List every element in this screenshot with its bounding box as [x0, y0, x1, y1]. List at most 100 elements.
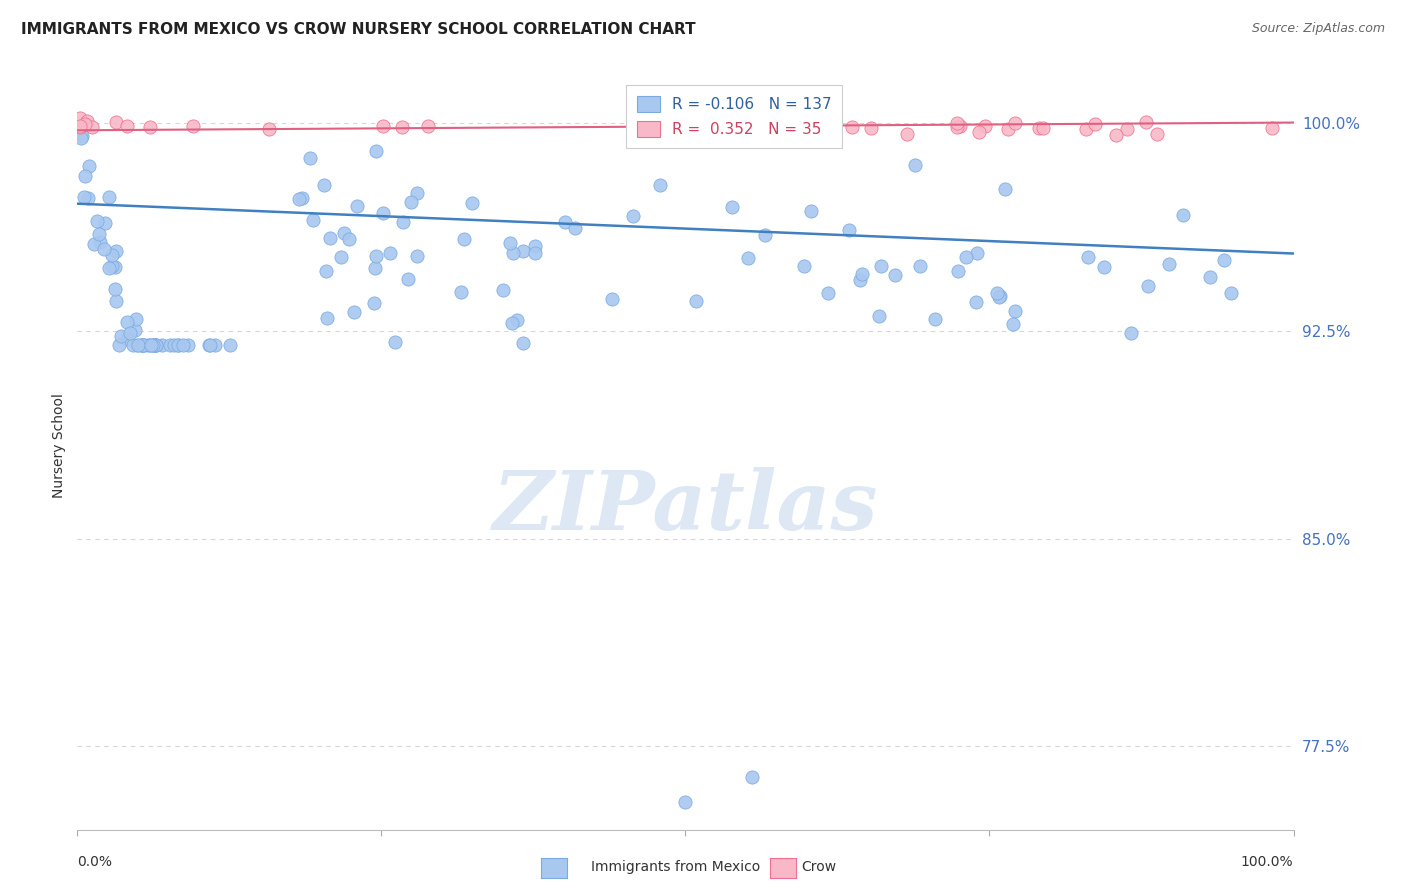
Point [1104, 128, 1126, 142]
Point [600, 293, 623, 307]
Point [101, 248, 124, 262]
Point [1199, 269, 1222, 284]
Point [564, 221, 586, 235]
Point [1074, 121, 1097, 136]
Point [330, 250, 353, 264]
Point [868, 309, 890, 323]
Point [392, 215, 415, 229]
Point [849, 272, 872, 286]
Point [754, 227, 776, 242]
Point [997, 122, 1019, 136]
Point [499, 236, 522, 251]
Point [987, 290, 1010, 304]
Point [946, 120, 969, 135]
Point [132, 338, 155, 352]
Y-axis label: Nursery School: Nursery School [52, 393, 66, 499]
Point [986, 286, 1008, 301]
Point [523, 246, 546, 260]
Point [77, 159, 100, 173]
Point [89, 235, 111, 250]
Point [391, 120, 413, 134]
Point [512, 335, 534, 350]
Point [793, 259, 815, 273]
Point [69, 111, 91, 125]
Point [198, 338, 221, 352]
Point [291, 191, 314, 205]
Point [76, 113, 98, 128]
Point [623, 209, 645, 223]
Text: 100.0%: 100.0% [1241, 855, 1294, 869]
Point [453, 232, 475, 246]
Point [333, 226, 356, 240]
Point [108, 338, 131, 352]
Point [1212, 252, 1234, 267]
Point [817, 286, 839, 301]
Legend: R = -0.106   N = 137, R =  0.352   N = 35: R = -0.106 N = 137, R = 0.352 N = 35 [626, 86, 842, 148]
Point [492, 284, 515, 298]
Point [1028, 120, 1050, 135]
Point [965, 295, 987, 310]
Point [120, 326, 142, 340]
Point [450, 285, 472, 300]
Point [104, 294, 127, 309]
Point [342, 305, 364, 319]
Point [501, 317, 523, 331]
Text: Source: ZipAtlas.com: Source: ZipAtlas.com [1251, 22, 1385, 36]
Point [141, 338, 163, 352]
Point [800, 203, 823, 218]
Point [461, 196, 484, 211]
Point [869, 260, 891, 274]
Point [685, 294, 707, 309]
Point [139, 338, 162, 352]
Point [125, 312, 148, 326]
Point [115, 119, 138, 133]
Point [1084, 117, 1107, 131]
Point [1135, 115, 1157, 129]
Point [967, 125, 990, 139]
Point [104, 282, 127, 296]
Point [288, 192, 311, 206]
Point [172, 338, 194, 352]
Text: Immigrants from Mexico: Immigrants from Mexico [591, 860, 759, 874]
Point [80, 120, 103, 134]
Point [364, 249, 387, 263]
Point [69, 120, 91, 134]
Point [904, 158, 927, 172]
Point [87, 227, 110, 241]
Point [94, 216, 117, 230]
Point [315, 311, 337, 326]
Point [142, 338, 165, 352]
Point [416, 120, 439, 134]
Point [145, 338, 167, 352]
Point [93, 242, 115, 256]
Point [741, 770, 763, 784]
Point [298, 151, 321, 165]
Point [346, 199, 368, 213]
Point [1159, 257, 1181, 271]
Point [994, 182, 1017, 196]
Point [908, 260, 931, 274]
Point [512, 244, 534, 259]
Point [524, 239, 547, 253]
Point [1137, 278, 1160, 293]
Point [115, 332, 138, 346]
Point [183, 119, 205, 133]
Point [121, 338, 143, 352]
Point [77, 191, 100, 205]
Point [1220, 286, 1243, 301]
Point [104, 244, 127, 259]
Point [143, 338, 166, 352]
Point [1004, 116, 1026, 130]
Point [502, 245, 524, 260]
Point [554, 215, 576, 229]
Point [204, 338, 226, 352]
Point [1119, 326, 1142, 341]
Point [1002, 317, 1025, 331]
Point [127, 338, 149, 352]
Point [966, 246, 988, 260]
Point [396, 272, 419, 286]
Point [364, 144, 387, 158]
Point [675, 795, 697, 809]
Point [150, 338, 173, 352]
Text: 0.0%: 0.0% [77, 855, 112, 869]
